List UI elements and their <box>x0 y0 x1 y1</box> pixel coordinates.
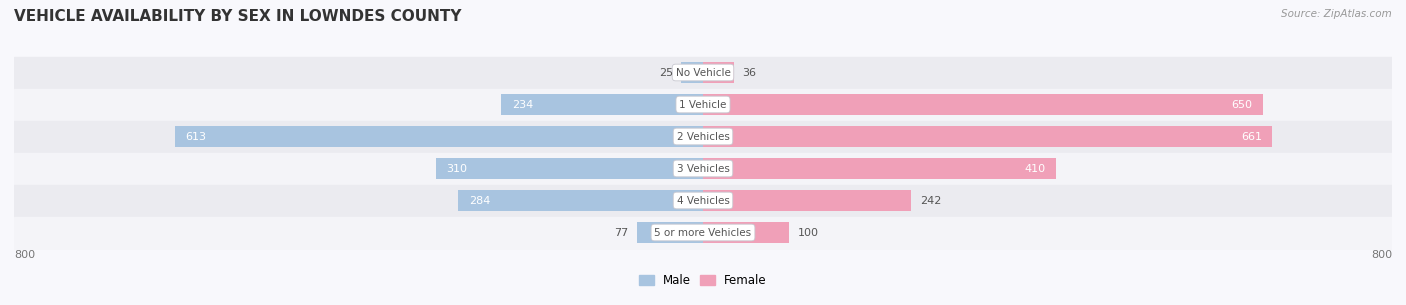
Text: 2 Vehicles: 2 Vehicles <box>676 131 730 142</box>
Bar <box>14 56 1392 88</box>
Bar <box>14 217 1392 249</box>
Bar <box>14 185 1392 217</box>
Bar <box>176 126 703 147</box>
Text: 242: 242 <box>920 196 942 206</box>
Text: 234: 234 <box>512 99 533 109</box>
Bar <box>14 152 1392 185</box>
Text: 661: 661 <box>1241 131 1263 142</box>
Bar <box>703 62 734 83</box>
Text: 100: 100 <box>797 228 818 238</box>
Text: 410: 410 <box>1025 163 1046 174</box>
Bar <box>436 158 703 179</box>
Text: 613: 613 <box>186 131 207 142</box>
Text: 36: 36 <box>742 67 756 77</box>
Text: 77: 77 <box>614 228 628 238</box>
Legend: Male, Female: Male, Female <box>640 274 766 287</box>
Bar <box>458 190 703 211</box>
Text: 4 Vehicles: 4 Vehicles <box>676 196 730 206</box>
Text: Source: ZipAtlas.com: Source: ZipAtlas.com <box>1281 9 1392 19</box>
Bar <box>682 62 703 83</box>
Text: 800: 800 <box>14 250 35 260</box>
Bar <box>703 190 911 211</box>
Bar <box>502 94 703 115</box>
Bar <box>637 222 703 243</box>
Text: 650: 650 <box>1232 99 1253 109</box>
Bar <box>14 120 1392 152</box>
Text: 1 Vehicle: 1 Vehicle <box>679 99 727 109</box>
Bar <box>703 222 789 243</box>
Text: 800: 800 <box>1371 250 1392 260</box>
Text: 25: 25 <box>659 67 673 77</box>
Text: 3 Vehicles: 3 Vehicles <box>676 163 730 174</box>
Text: VEHICLE AVAILABILITY BY SEX IN LOWNDES COUNTY: VEHICLE AVAILABILITY BY SEX IN LOWNDES C… <box>14 9 461 24</box>
Bar <box>14 88 1392 120</box>
Text: 5 or more Vehicles: 5 or more Vehicles <box>654 228 752 238</box>
Bar <box>703 94 1263 115</box>
Text: 284: 284 <box>468 196 491 206</box>
Bar <box>703 126 1272 147</box>
Bar <box>703 158 1056 179</box>
Text: No Vehicle: No Vehicle <box>675 67 731 77</box>
Text: 310: 310 <box>446 163 467 174</box>
